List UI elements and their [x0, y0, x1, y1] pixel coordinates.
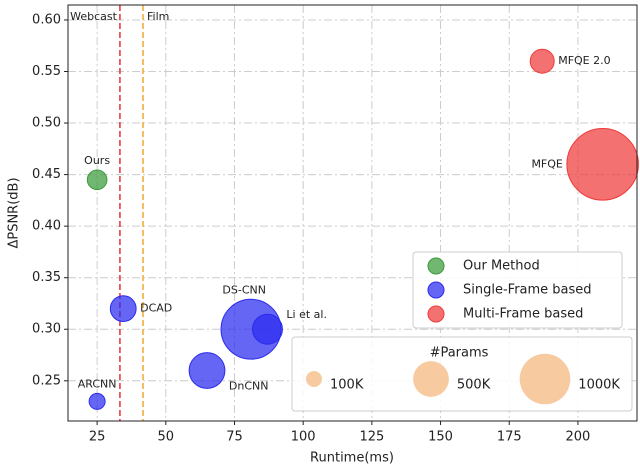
size-legend-label: 500K: [457, 378, 491, 393]
legend-marker: [427, 305, 445, 323]
legend-marker: [427, 281, 445, 299]
legend-label: Single-Frame based: [463, 283, 592, 298]
y-tick-label: 0.30: [32, 322, 61, 337]
x-tick-label: 150: [428, 430, 453, 445]
x-tick-label: 200: [566, 430, 591, 445]
plot-frame: [67, 4, 638, 422]
x-tick-label: 100: [291, 430, 316, 445]
x-tick-label: 25: [89, 430, 106, 445]
size-legend-marker: [306, 371, 322, 387]
x-tick-label: 75: [226, 430, 243, 445]
size-legend-title: #Params: [430, 346, 489, 361]
bubble: [86, 169, 108, 191]
y-tick-label: 0.35: [32, 270, 61, 285]
bubble: [109, 295, 137, 323]
legend-label: Our Method: [463, 259, 540, 274]
legend-marker: [427, 257, 445, 275]
x-tick-label: 125: [359, 430, 384, 445]
bubble-label: Li et al.: [286, 308, 327, 321]
x-tick-label: 175: [497, 430, 522, 445]
size-legend-label: 100K: [330, 378, 364, 393]
bubble: [251, 313, 283, 345]
y-tick-label: 0.50: [32, 116, 61, 131]
legend-box: [412, 251, 623, 329]
bubble-label: DnCNN: [229, 380, 269, 393]
y-axis-label: ΔPSNR(dB): [7, 177, 22, 248]
bubble-label: DS-CNN: [222, 283, 266, 296]
bubble: [88, 392, 106, 410]
size-legend-label: 1000K: [578, 378, 620, 393]
y-tick-label: 0.25: [32, 373, 61, 388]
x-tick-label: 50: [158, 430, 175, 445]
bubble: [188, 352, 226, 389]
reference-label: Webcast: [70, 10, 118, 23]
y-tick-label: 0.45: [32, 167, 61, 182]
size-legend-marker: [519, 353, 571, 405]
bubble-label: MFQE: [531, 157, 562, 170]
bubble-label: DCAD: [140, 302, 172, 315]
bubble-label: ARCNN: [78, 377, 117, 390]
bubble: [529, 48, 555, 74]
y-tick-label: 0.60: [32, 12, 61, 27]
size-legend-marker: [413, 361, 449, 397]
y-tick-label: 0.40: [32, 219, 61, 234]
x-axis-label: Runtime(ms): [310, 451, 394, 466]
y-tick-label: 0.55: [32, 64, 61, 79]
bubble-label: Ours: [84, 154, 110, 167]
legend-label: Multi-Frame based: [463, 307, 583, 322]
reference-label: Film: [147, 10, 169, 23]
bubble: [566, 128, 639, 201]
bubble-label: MFQE 2.0: [558, 54, 610, 67]
